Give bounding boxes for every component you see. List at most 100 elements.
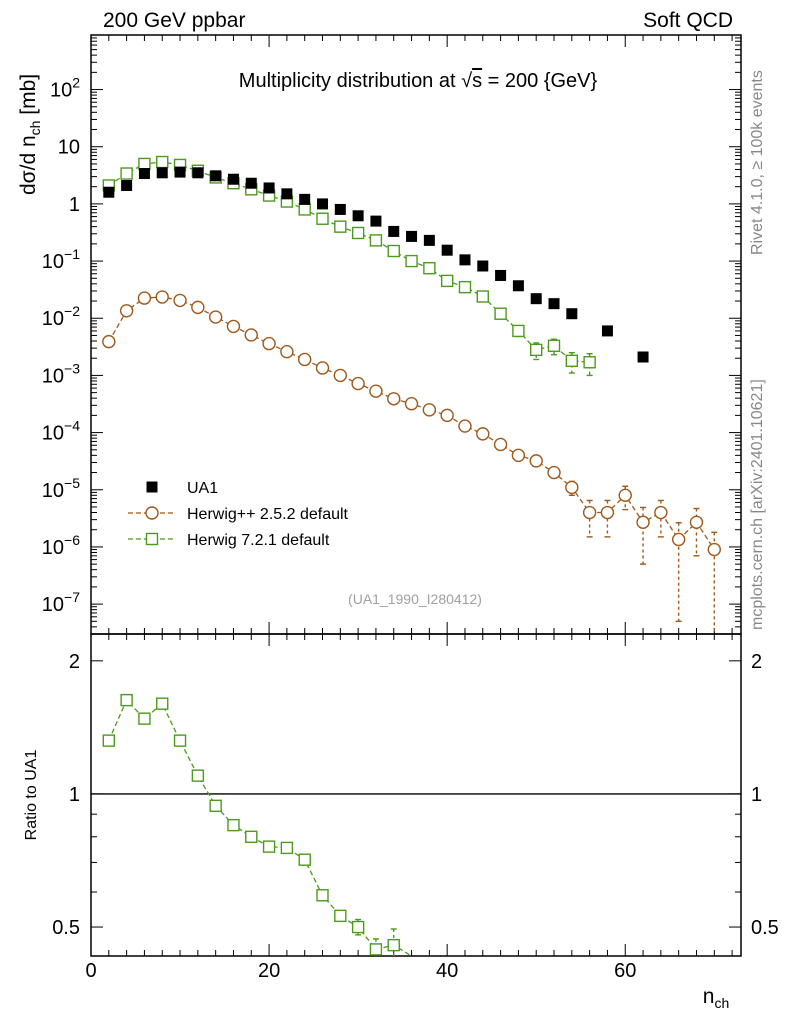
herwig7-data-point (120, 167, 133, 180)
header-right-label: Soft QCD (643, 9, 733, 32)
ratio-herwig7-data-point (138, 712, 151, 725)
ua1-data-point (174, 166, 186, 178)
herwigpp-data-point (351, 376, 365, 391)
herwigpp-data-point (582, 505, 597, 520)
herwigpp-data-point (119, 304, 134, 318)
herwigpp-data-point (404, 397, 419, 411)
ratio-herwig7-data-point (156, 697, 169, 710)
ua1-data-point (459, 254, 471, 266)
herwigpp-data-point (244, 328, 258, 342)
x-tick-label: 0 (85, 960, 96, 982)
ratio-y-tick-label-right: 2 (751, 651, 762, 673)
herwigpp-data-point (600, 505, 615, 520)
ua1-data-point (263, 182, 275, 194)
herwigpp-data-point (333, 368, 348, 383)
herwig7-data-point (440, 274, 454, 288)
herwigpp-data-point (511, 448, 526, 463)
ratio-herwig7-data-point (209, 799, 222, 813)
ua1-data-point (530, 293, 542, 305)
herwigpp-data-point (369, 384, 383, 398)
ua1-data-point (138, 168, 150, 180)
ratio-plot-frame (90, 633, 742, 957)
herwigpp-data-point (654, 505, 668, 520)
main-y-tick-label: 1 (69, 194, 80, 216)
herwigpp-data-point (297, 352, 312, 367)
ratio-herwig7-data-point (387, 938, 400, 952)
herwig7-series-group (102, 155, 596, 377)
herwig7-data-point (298, 203, 311, 216)
ratio-herwig7-series-group (102, 693, 412, 957)
herwigpp-data-point (547, 465, 561, 480)
herwig7-data-point (316, 212, 329, 225)
herwig7-data-point (512, 324, 525, 338)
herwigpp-data-point (422, 403, 437, 417)
main-y-tick-label: 10 (58, 137, 80, 159)
herwigpp-data-point (707, 542, 721, 557)
ua1-data-point (281, 188, 293, 200)
legend-label: Herwig 7.2.1 default (187, 532, 330, 549)
herwigpp-data-point (315, 361, 330, 375)
main-y-tick-labels: 102 10 1 10−1 10−2 10−3 10−4 10−5 10−6 10−7 (42, 75, 80, 617)
ratio-herwig7-data-point (102, 734, 116, 747)
ua1-data-point (601, 325, 613, 337)
ua1-data-point (245, 177, 257, 189)
header-left-label: 200 GeV ppbar (103, 9, 245, 32)
herwig7-data-point (138, 157, 151, 171)
herwig7-data-point (334, 220, 347, 233)
ratio-herwig7-data-point (298, 853, 311, 866)
legend-label: UA1 (187, 480, 218, 497)
herwig7-series-line (108, 161, 590, 363)
ratio-y-tick-label: 0.5 (52, 917, 80, 939)
ua1-data-point (388, 225, 400, 237)
herwigpp-data-point (387, 392, 401, 406)
chart-title: Multiplicity distribution at √s = 200 {G… (239, 70, 598, 92)
ua1-data-point (406, 230, 418, 242)
ratio-axis-ticks (90, 634, 741, 956)
main-y-tick-label: 10−6 (42, 532, 80, 559)
herwigpp-data-point (671, 532, 686, 547)
herwig7-data-point (565, 354, 579, 368)
herwigpp-data-point (493, 437, 508, 452)
herwig7-data-point (458, 280, 472, 294)
herwig7-data-point (351, 226, 365, 240)
ratio-y-tick-label-right: 0.5 (751, 917, 779, 939)
x-axis-label: nch (703, 985, 729, 1011)
main-y-tick-label: 10−5 (42, 475, 80, 502)
herwigpp-data-point (208, 310, 223, 324)
legend: UA1 Herwig++ 2.5.2 default Herwig 7.2.1 de… (128, 480, 349, 549)
legend-marker (146, 481, 158, 493)
mcplots-label: mcplots.cern.ch [arXiv:2401.10621] (749, 379, 766, 630)
herwigpp-data-point (458, 419, 472, 433)
ua1-data-point (441, 244, 453, 256)
main-y-tick-label: 10−3 (42, 360, 80, 387)
herwigpp-data-point (173, 293, 187, 308)
main-y-tick-label: 10−7 (42, 589, 80, 616)
main-y-axis-label: dσ/d nch [mb] (17, 74, 43, 195)
ua1-data-point (156, 167, 168, 179)
herwig7-data-point (530, 343, 543, 357)
ratio-y-tick-label: 1 (69, 784, 80, 806)
ratio-y-tick-label-right: 1 (751, 784, 762, 806)
ratio-herwig7-data-point (351, 920, 365, 934)
ua1-data-point (103, 186, 115, 198)
ua1-data-point (637, 351, 649, 363)
ratio-herwig7-data-point (262, 840, 276, 853)
herwigpp-data-point (565, 480, 579, 495)
herwigpp-data-point (191, 300, 205, 315)
ua1-data-point (121, 179, 133, 191)
ua1-data-point (317, 198, 329, 210)
ratio-herwig7-data-point (227, 818, 240, 832)
main-y-tick-label: 10−1 (42, 246, 80, 273)
herwigpp-series-group (102, 290, 721, 634)
herwigpp-data-point (440, 408, 454, 423)
herwigpp-data-point (102, 334, 116, 349)
ua1-data-point (495, 269, 507, 281)
herwig7-data-point (547, 339, 561, 352)
herwigpp-data-point (280, 344, 294, 359)
rivet-label: Rivet 4.1.0, ≥ 100k events (749, 70, 766, 255)
herwig7-data-point (156, 155, 169, 169)
ratio-y-axis-label: Ratio to UA1 (23, 750, 40, 841)
herwigpp-data-point (689, 515, 704, 529)
herwigpp-data-point (636, 515, 650, 529)
